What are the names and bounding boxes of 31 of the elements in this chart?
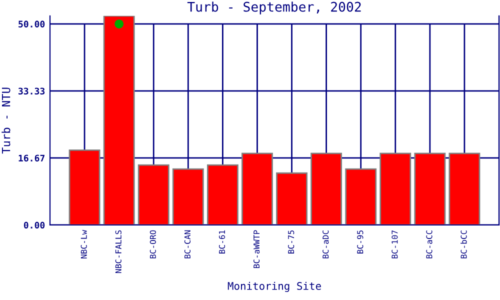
x-tick-label: BC-95 — [357, 230, 364, 254]
chart-title: Turb - September, 2002 — [187, 2, 361, 14]
x-tick-label: BC-aCC — [426, 230, 432, 258]
x-tick-label: BC-aDC — [322, 230, 329, 258]
x-tick-label: BC-61 — [218, 230, 226, 254]
bar — [68, 150, 100, 225]
bar — [448, 152, 480, 225]
bar — [414, 152, 446, 225]
y-tick-label: 16.67 — [18, 154, 44, 162]
bar — [206, 164, 238, 225]
y-tick-label: 0.00 — [24, 222, 45, 229]
x-tick-label: BC-75 — [288, 230, 294, 254]
bar — [138, 164, 170, 225]
bar — [172, 168, 204, 225]
x-tick-label: NBC-Lw — [80, 230, 87, 258]
x-tick-label: BC-bCC — [460, 230, 467, 258]
y-tick-label: 33.33 — [18, 88, 45, 95]
x-tick-label: BC-ORO — [150, 230, 156, 258]
bar — [242, 152, 273, 225]
bar — [345, 168, 377, 225]
bar — [380, 152, 412, 225]
x-tick-label: BC-CAN — [184, 230, 191, 258]
x-tick-label: NBC-FALLS — [115, 230, 122, 273]
y-tick-label: 50.00 — [18, 20, 45, 28]
x-axis-title: Monitoring Site — [228, 282, 321, 292]
bar — [310, 152, 342, 225]
x-tick-label: BC-aWWTP — [253, 230, 260, 268]
bar — [276, 172, 308, 225]
x-tick-label: BC-107 — [392, 230, 398, 258]
bar — [103, 16, 135, 225]
y-axis-title: Turb - NTU — [2, 88, 10, 154]
